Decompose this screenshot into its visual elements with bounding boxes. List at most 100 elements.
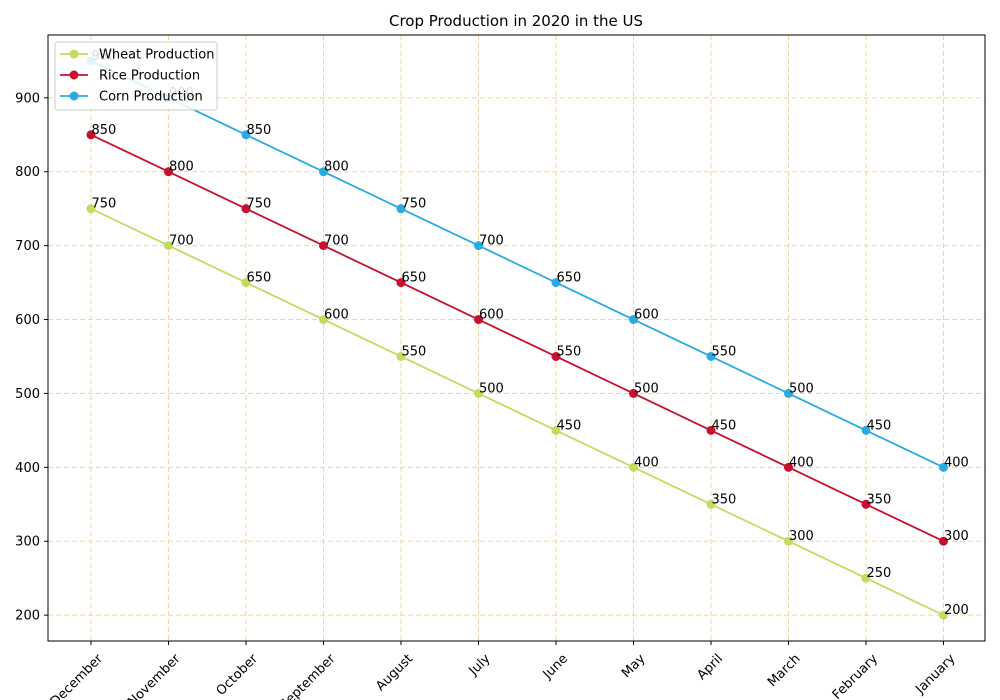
- data-point: [784, 462, 793, 472]
- y-tick-label: 900: [15, 91, 40, 106]
- data-label: 200: [944, 603, 969, 618]
- data-point: [629, 388, 638, 398]
- y-tick-label: 700: [15, 239, 40, 254]
- plot-frame: [47, 34, 986, 642]
- data-point: [629, 462, 638, 472]
- data-label: 750: [92, 197, 117, 212]
- data-point: [241, 204, 251, 214]
- data-labels: 750 700 650 600 550 500 450 400 350 300 250 200 850 8…: [92, 49, 969, 618]
- series-corn-production: [86, 56, 948, 472]
- x-tick-label: July: [466, 651, 494, 679]
- x-tick-label: February: [830, 651, 882, 700]
- x-tick-label: August: [373, 651, 416, 694]
- data-point: [861, 425, 871, 435]
- x-tick-label: April: [694, 651, 726, 683]
- data-label: 600: [479, 308, 504, 323]
- data-label: 650: [247, 271, 272, 286]
- data-label: 700: [324, 234, 349, 249]
- data-label: 450: [867, 418, 892, 433]
- legend-marker: [69, 49, 79, 59]
- data-point: [551, 351, 561, 361]
- y-tick-label: 500: [15, 387, 40, 402]
- data-label: 500: [789, 381, 814, 396]
- data-label: 850: [92, 123, 117, 138]
- legend-label: Corn Production: [99, 90, 203, 105]
- data-label: 550: [712, 344, 737, 359]
- data-point: [86, 204, 96, 214]
- data-label: 650: [402, 271, 427, 286]
- data-point: [241, 130, 251, 140]
- data-label: 500: [479, 381, 504, 396]
- data-point: [241, 278, 251, 288]
- legend-item: Corn Production: [60, 90, 203, 105]
- data-point: [551, 278, 561, 288]
- data-point: [396, 351, 406, 361]
- y-tick-label: 200: [15, 609, 40, 624]
- data-point: [474, 241, 483, 251]
- legend: Wheat Production Rice Production Corn Prod…: [54, 41, 218, 111]
- legend-marker: [69, 91, 79, 101]
- x-tick-label: December: [48, 651, 107, 700]
- data-label: 350: [712, 492, 737, 507]
- data-label: 700: [169, 234, 194, 249]
- data-point: [164, 167, 173, 177]
- x-tick-label: June: [540, 651, 571, 682]
- data-point: [86, 130, 96, 140]
- legend-label: Rice Production: [99, 69, 200, 84]
- data-point: [706, 425, 716, 435]
- y-tick-label: 600: [15, 313, 40, 328]
- x-tick-label: May: [619, 651, 649, 681]
- data-label: 450: [557, 418, 582, 433]
- data-point: [939, 536, 948, 546]
- data-label: 550: [557, 344, 582, 359]
- legend-item: Wheat Production: [60, 48, 214, 63]
- data-point: [319, 167, 328, 177]
- data-label: 650: [557, 271, 582, 286]
- data-label: 750: [402, 197, 427, 212]
- chart-title: Crop Production in 2020 in the US: [389, 12, 643, 30]
- y-tick-label: 800: [15, 165, 40, 180]
- data-point: [396, 204, 406, 214]
- data-point: [939, 462, 948, 472]
- y-tick-label: 400: [15, 461, 40, 476]
- series-line: [90, 207, 944, 616]
- data-label: 400: [789, 455, 814, 470]
- data-label: 700: [479, 234, 504, 249]
- data-point: [861, 573, 871, 583]
- series-line: [90, 60, 944, 469]
- data-point: [784, 388, 793, 398]
- legend-box: [54, 41, 218, 111]
- data-label: 350: [867, 492, 892, 507]
- data-point: [706, 499, 716, 509]
- legend-label: Wheat Production: [99, 48, 214, 63]
- data-label: 500: [634, 381, 659, 396]
- data-label: 800: [324, 160, 349, 175]
- x-tick-label: November: [125, 651, 184, 700]
- data-label: 300: [944, 529, 969, 544]
- series-wheat-production: [86, 204, 948, 620]
- data-point: [551, 425, 561, 435]
- legend-item: Rice Production: [60, 69, 200, 84]
- data-point: [474, 388, 483, 398]
- data-point: [939, 610, 948, 620]
- data-label: 550: [402, 344, 427, 359]
- data-label: 600: [634, 308, 659, 323]
- data-point: [319, 315, 328, 325]
- grid: [48, 35, 985, 641]
- axes: 200 300 400 500 600 700 800 900 December November…: [15, 34, 986, 700]
- data-point: [319, 241, 328, 251]
- legend-marker: [69, 70, 79, 80]
- data-point: [396, 278, 406, 288]
- data-label: 450: [712, 418, 737, 433]
- data-label: 300: [789, 529, 814, 544]
- data-point: [629, 315, 638, 325]
- x-tick-label: September: [277, 651, 339, 700]
- data-label: 400: [944, 455, 969, 470]
- data-point: [861, 499, 871, 509]
- data-point: [706, 351, 716, 361]
- data-point: [784, 536, 793, 546]
- data-label: 400: [634, 455, 659, 470]
- data-label: 250: [867, 566, 892, 581]
